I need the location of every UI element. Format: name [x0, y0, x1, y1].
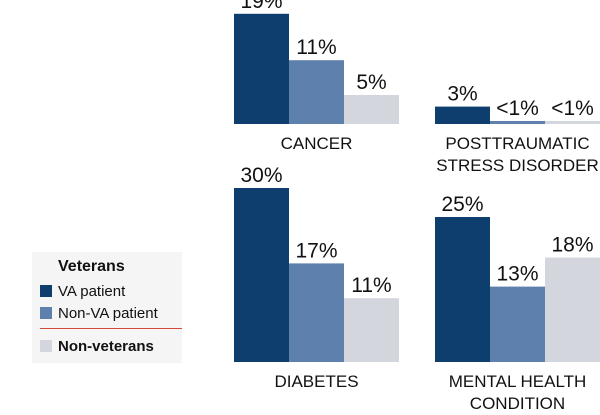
legend-title: Veterans — [58, 258, 125, 275]
legend-label-va: VA patient — [58, 282, 126, 300]
legend-item-nonvet: Non-veterans — [32, 335, 182, 357]
bar — [344, 298, 399, 362]
legend-swatch-nonvet — [40, 340, 52, 352]
category-label: STRESS DISORDER — [436, 156, 598, 175]
category-label: MENTAL HEALTH — [449, 372, 587, 391]
bar — [234, 188, 289, 362]
data-label: 30% — [240, 164, 282, 187]
data-label: <1% — [551, 97, 594, 120]
bar — [289, 60, 344, 124]
data-label: 25% — [441, 193, 483, 216]
bar — [490, 121, 545, 124]
bar — [435, 106, 490, 124]
bar — [545, 257, 600, 362]
data-label: 3% — [447, 83, 477, 106]
legend-label-nonva: Non-VA patient — [58, 304, 158, 322]
legend: Veterans VA patient Non-VA patient Non-v… — [32, 252, 182, 363]
category-label: POSTTRAUMATIC — [445, 134, 589, 153]
legend-label-nonvet: Non-veterans — [58, 337, 154, 355]
data-label: 19% — [240, 0, 282, 13]
legend-swatch-va — [40, 285, 52, 297]
data-label: 11% — [351, 274, 391, 297]
data-label: 5% — [356, 71, 386, 94]
bar — [234, 13, 289, 124]
bar — [435, 217, 490, 362]
data-label: 18% — [551, 234, 593, 257]
chart-panel: 25% 13% 18% MENTAL HEALTH CONDITION — [435, 193, 600, 413]
legend-item-nonva: Non-VA patient — [32, 302, 182, 324]
data-label: 13% — [496, 263, 538, 286]
data-label: <1% — [496, 97, 539, 120]
data-label: 17% — [295, 239, 337, 262]
legend-item-va: VA patient — [32, 280, 182, 302]
legend-divider — [40, 328, 182, 329]
bar — [545, 121, 600, 124]
bar — [289, 263, 344, 362]
bar — [490, 286, 545, 362]
legend-swatch-nonva — [40, 307, 52, 319]
data-label: 11% — [296, 36, 336, 59]
category-label: CANCER — [281, 134, 353, 153]
category-label: DIABETES — [274, 372, 358, 391]
chart-panel: 30% 17% 11% DIABETES — [234, 164, 399, 391]
bar — [344, 95, 399, 124]
chart-panel: 19% 11% 5% CANCER — [234, 0, 399, 153]
chart-panel: 3% <1% <1% POSTTRAUMATIC STRESS DISORDER — [435, 83, 600, 175]
category-label: CONDITION — [470, 394, 565, 413]
